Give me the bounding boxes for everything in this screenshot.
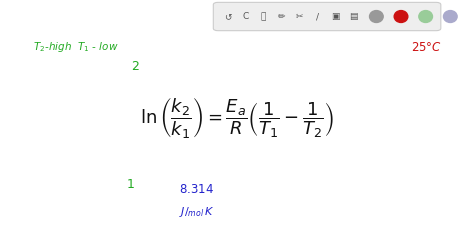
Text: ↺: ↺ bbox=[224, 12, 231, 21]
FancyBboxPatch shape bbox=[213, 2, 441, 31]
Text: $25°C$: $25°C$ bbox=[411, 41, 442, 54]
Text: ✂: ✂ bbox=[296, 12, 303, 21]
Ellipse shape bbox=[444, 11, 457, 22]
Text: ✏: ✏ bbox=[278, 12, 285, 21]
Text: $J/_{mol}\,K$: $J/_{mol}\,K$ bbox=[179, 205, 215, 219]
Text: ⌖: ⌖ bbox=[261, 12, 266, 21]
Text: ▣: ▣ bbox=[331, 12, 340, 21]
Text: $2$: $2$ bbox=[131, 59, 139, 73]
Text: $1$: $1$ bbox=[126, 177, 135, 191]
Ellipse shape bbox=[394, 11, 408, 22]
Text: $T_2$-high  $T_1$ - low: $T_2$-high $T_1$ - low bbox=[33, 40, 118, 54]
Text: $\ln \left( \dfrac{k_2}{k_1} \right) = \dfrac{E_a}{R} \left( \dfrac{1}{T_1} - \d: $\ln \left( \dfrac{k_2}{k_1} \right) = \… bbox=[140, 96, 334, 140]
Ellipse shape bbox=[419, 11, 432, 22]
Ellipse shape bbox=[370, 11, 383, 22]
Text: ▤: ▤ bbox=[349, 12, 358, 21]
Text: $8.314$: $8.314$ bbox=[179, 183, 214, 197]
Text: C: C bbox=[242, 12, 249, 21]
Text: /: / bbox=[316, 12, 319, 21]
